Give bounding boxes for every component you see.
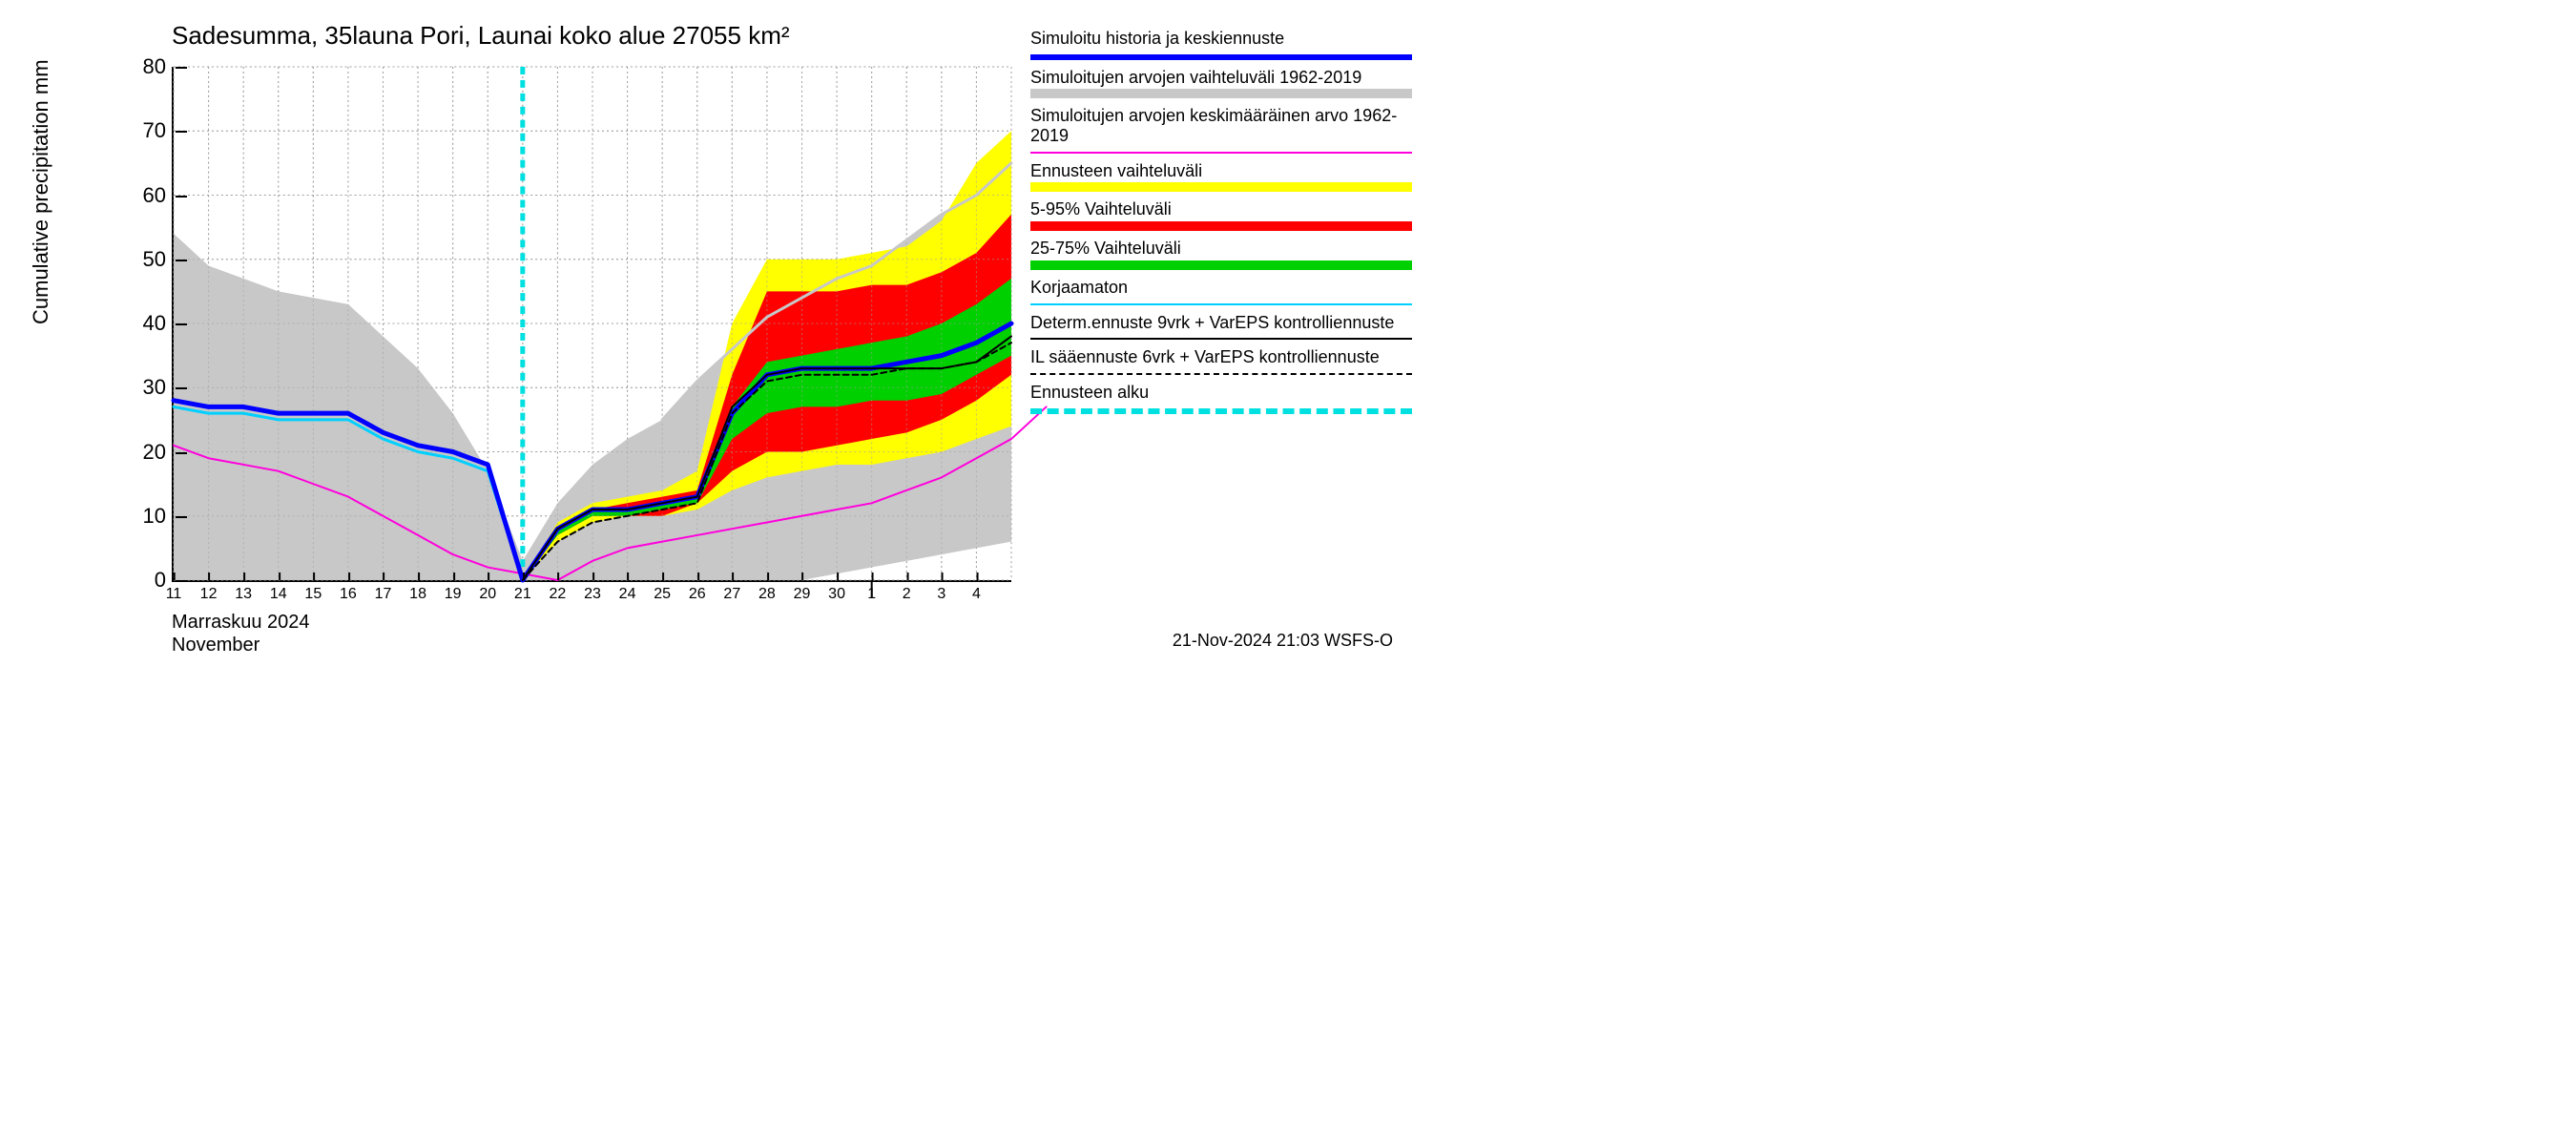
x-tick: 29	[794, 580, 811, 603]
x-tick: 11	[166, 580, 182, 603]
y-tick: 40	[143, 311, 174, 336]
x-tick: 1	[867, 580, 876, 603]
legend-label: Simuloitu historia ja keskiennuste	[1030, 29, 1412, 49]
x-tick: 3	[937, 580, 945, 603]
x-tick: 26	[689, 580, 706, 603]
legend-label: Simuloitujen arvojen vaihteluväli 1962-2…	[1030, 68, 1412, 88]
legend-label: Korjaamaton	[1030, 278, 1412, 298]
x-tick: 27	[723, 580, 740, 603]
x-axis-month-label: Marraskuu 2024 November	[172, 611, 310, 656]
chart-container: Sadesumma, 35launa Pori, Launai koko alu…	[0, 0, 1431, 668]
x-tick: 16	[340, 580, 357, 603]
timestamp-label: 21-Nov-2024 21:03 WSFS-O	[1173, 631, 1393, 651]
y-tick: 70	[143, 118, 174, 143]
legend-item: Simuloitu historia ja keskiennuste	[1030, 29, 1412, 60]
x-tick: 4	[972, 580, 981, 603]
legend-line	[1030, 152, 1412, 154]
x-tick: 17	[375, 580, 392, 603]
x-tick: 23	[584, 580, 601, 603]
plot-area: 0102030405060708011121314151617181920212…	[172, 67, 1011, 582]
legend-label: 25-75% Vaihteluväli	[1030, 239, 1412, 259]
month-en: November	[172, 635, 260, 656]
legend-item: Ennusteen alku	[1030, 383, 1412, 414]
legend-label: IL sääennuste 6vrk + VarEPS kontrollienn…	[1030, 347, 1412, 367]
y-tick: 60	[143, 183, 174, 208]
legend-item: 5-95% Vaihteluväli	[1030, 199, 1412, 231]
x-tick: 14	[270, 580, 287, 603]
x-tick: 30	[828, 580, 845, 603]
legend-label: Simuloitujen arvojen keskimääräinen arvo…	[1030, 106, 1412, 145]
legend-item: Simuloitujen arvojen keskimääräinen arvo…	[1030, 106, 1412, 153]
x-tick: 28	[758, 580, 776, 603]
month-fi: Marraskuu 2024	[172, 612, 310, 633]
y-tick: 50	[143, 247, 174, 272]
y-tick: 10	[143, 504, 174, 529]
legend-item: Simuloitujen arvojen vaihteluväli 1962-2…	[1030, 68, 1412, 99]
x-tick: 24	[619, 580, 636, 603]
y-tick: 80	[143, 54, 174, 79]
x-tick: 19	[445, 580, 462, 603]
legend-line	[1030, 54, 1412, 60]
x-tick: 12	[200, 580, 218, 603]
x-tick: 22	[550, 580, 567, 603]
chart-title: Sadesumma, 35launa Pori, Launai koko alu…	[172, 21, 790, 51]
y-axis-label: Cumulative precipitation mm	[29, 59, 53, 324]
x-tick: 13	[235, 580, 252, 603]
legend-item: Ennusteen vaihteluväli	[1030, 161, 1412, 193]
legend-swatch	[1030, 89, 1412, 98]
x-tick: 18	[409, 580, 426, 603]
y-tick: 20	[143, 440, 174, 465]
legend-label: Determ.ennuste 9vrk + VarEPS kontrollien…	[1030, 313, 1412, 333]
legend-label: 5-95% Vaihteluväli	[1030, 199, 1412, 219]
legend-swatch	[1030, 182, 1412, 192]
legend-item: IL sääennuste 6vrk + VarEPS kontrollienn…	[1030, 347, 1412, 375]
x-tick: 20	[479, 580, 496, 603]
x-tick: 2	[903, 580, 911, 603]
y-tick: 30	[143, 375, 174, 400]
chart-svg	[174, 67, 1011, 580]
legend-line	[1030, 338, 1412, 340]
legend-swatch	[1030, 221, 1412, 231]
legend-line	[1030, 303, 1412, 305]
x-tick: 15	[304, 580, 322, 603]
x-tick: 21	[514, 580, 531, 603]
legend-line	[1030, 373, 1412, 375]
legend-swatch	[1030, 260, 1412, 270]
legend-item: Determ.ennuste 9vrk + VarEPS kontrollien…	[1030, 313, 1412, 341]
legend-item: Korjaamaton	[1030, 278, 1412, 305]
legend: Simuloitu historia ja keskiennuste Simulo…	[1030, 29, 1412, 422]
legend-item: 25-75% Vaihteluväli	[1030, 239, 1412, 270]
legend-label: Ennusteen alku	[1030, 383, 1412, 403]
x-tick: 25	[654, 580, 671, 603]
legend-label: Ennusteen vaihteluväli	[1030, 161, 1412, 181]
legend-line	[1030, 408, 1412, 414]
